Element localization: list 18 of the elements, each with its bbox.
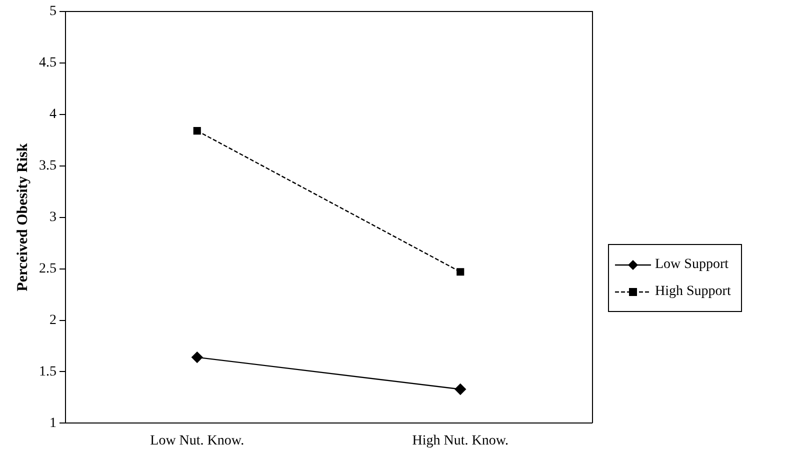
y-tick-label: 1.5 — [39, 364, 56, 380]
x-tick-label: High Nut. Know. — [412, 433, 509, 448]
y-tick-label: 2.5 — [39, 261, 56, 276]
y-tick-label: 4.5 — [39, 56, 56, 71]
y-tick-label: 3.5 — [39, 158, 56, 174]
x-tick-label: Low Nut. Know. — [150, 433, 244, 448]
y-tick-label: 1 — [50, 416, 56, 431]
y-tick-label: 2 — [50, 312, 56, 328]
point — [193, 127, 201, 135]
legend-label: Low Support — [655, 256, 728, 272]
y-tick-label: 5 — [50, 4, 56, 20]
point — [456, 268, 464, 276]
point — [192, 352, 203, 363]
legend-label: High Support — [655, 284, 731, 300]
y-tick-label: 3 — [50, 210, 56, 225]
y-tick-label: 4 — [50, 107, 56, 122]
point — [454, 384, 466, 395]
y-axis-title: Perceived Obesity Risk — [14, 142, 31, 292]
